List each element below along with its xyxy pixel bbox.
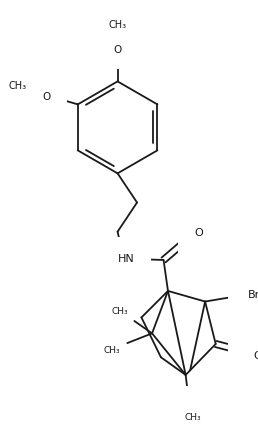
- Text: O: O: [254, 351, 258, 361]
- Text: CH₃: CH₃: [112, 306, 128, 315]
- Text: O: O: [114, 45, 122, 55]
- Text: O: O: [195, 227, 203, 237]
- Text: CH₃: CH₃: [103, 345, 120, 354]
- Text: CH₃: CH₃: [184, 412, 201, 421]
- Text: CH₃: CH₃: [9, 81, 27, 91]
- Text: HN: HN: [118, 253, 135, 264]
- Text: CH₃: CH₃: [109, 20, 127, 30]
- Text: O: O: [43, 91, 51, 101]
- Text: Br: Br: [247, 290, 258, 300]
